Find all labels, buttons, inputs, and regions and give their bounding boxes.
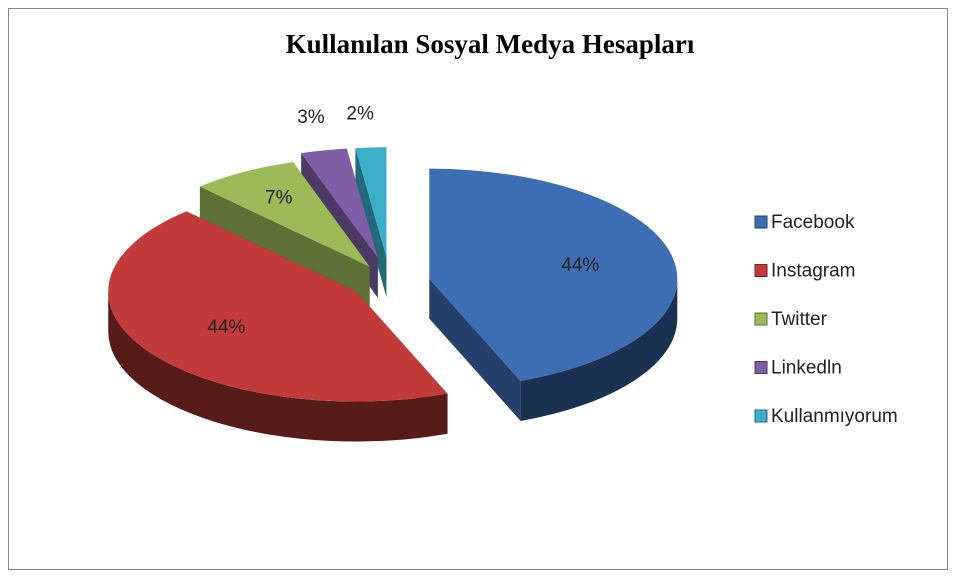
legend-label: Kullanmıyorum [771,406,898,427]
slice-side [520,278,678,421]
legend-marker [754,215,768,229]
pie-slice [199,162,370,267]
data-label: 2% [346,104,374,125]
slice-wall [355,148,387,298]
slice-side [108,291,448,442]
legend-label: Linkedln [771,358,842,379]
slice-wall [429,278,521,421]
pie-slice [108,211,448,402]
chart-title: Kullanılan Sosyal Medya Hesapları [286,29,695,59]
pie-slice [301,148,378,258]
pie-slice [429,168,678,381]
data-label: 3% [297,107,325,128]
data-label: 44% [207,317,245,338]
legend-label: Facebook [771,212,855,233]
legend-marker [754,361,768,374]
data-label: 44% [561,255,599,276]
legend-label: Twitter [771,309,828,330]
slice-wall [199,186,370,307]
legend-label: Instagram [771,261,855,282]
pie-slice [355,147,387,258]
pie-tops [108,147,678,402]
data-label: 7% [265,188,293,209]
legend-marker [754,264,768,277]
legend-marker [754,409,768,423]
legend-marker [754,312,768,326]
